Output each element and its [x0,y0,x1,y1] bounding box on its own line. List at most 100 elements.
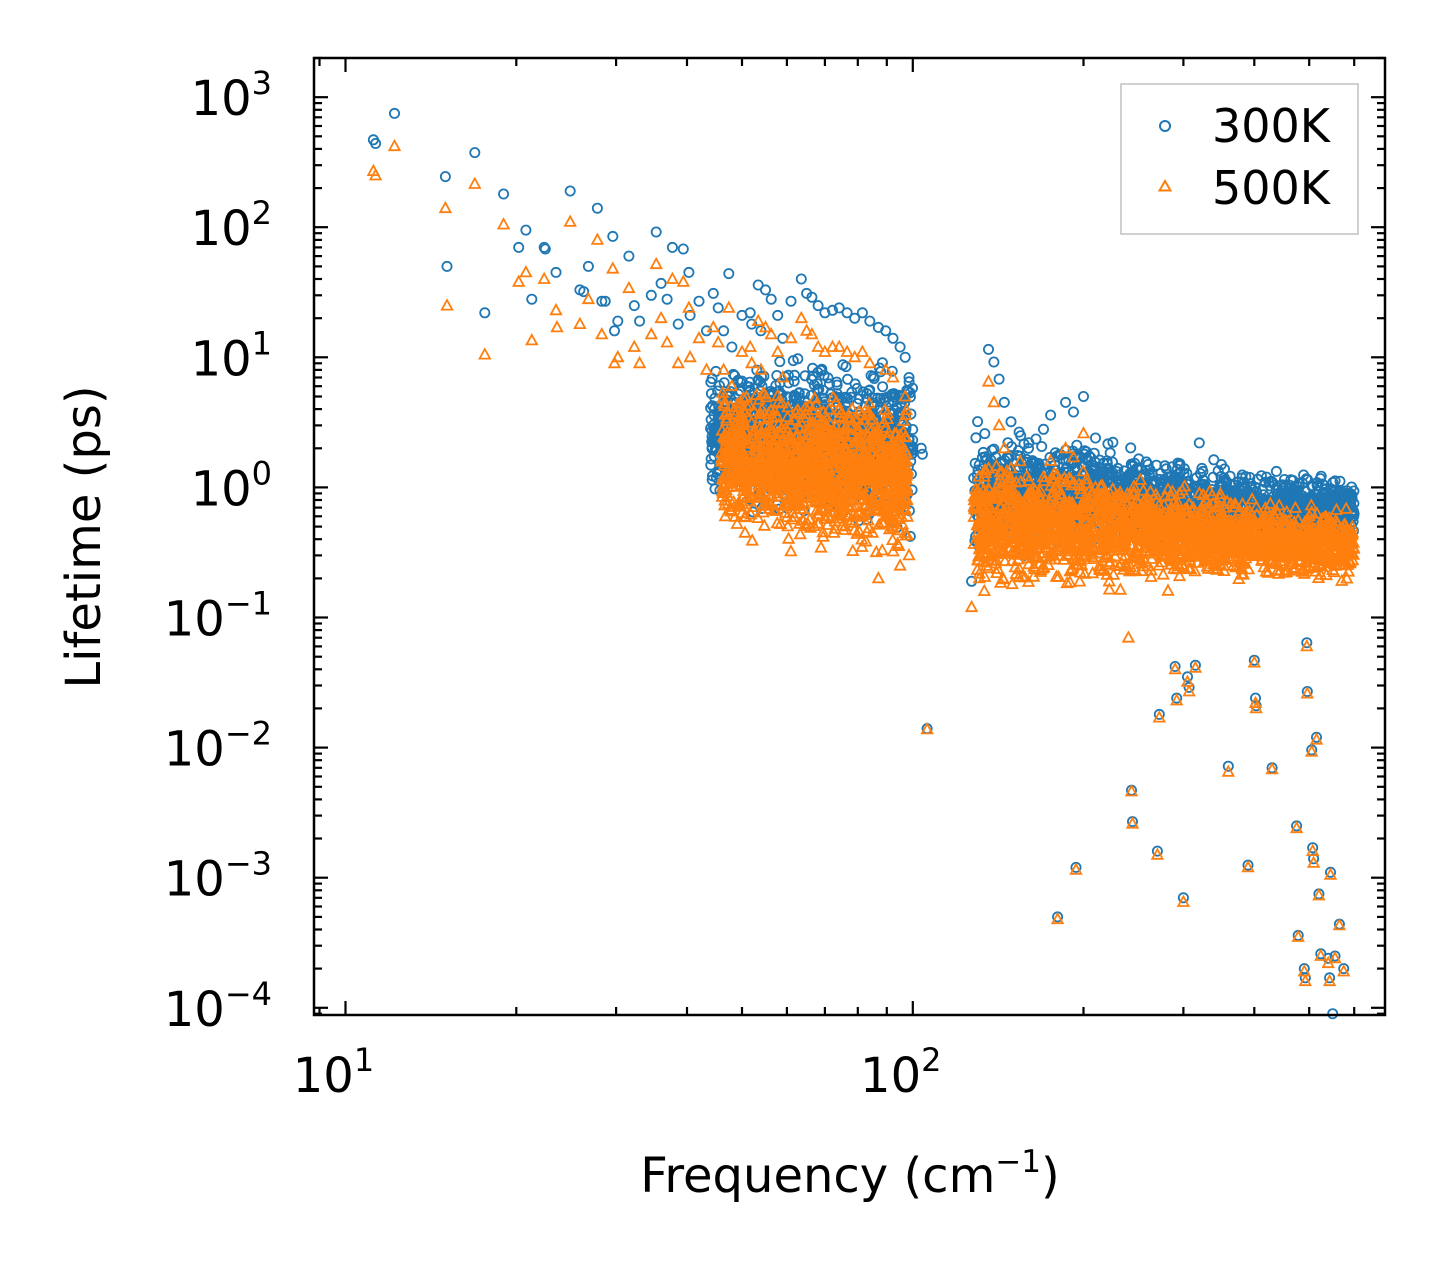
point-500k [861,513,875,526]
point-300k [1045,409,1057,421]
point-300k [1205,483,1217,495]
point-300k [840,361,852,373]
point-300k [1067,445,1079,457]
point-500k [886,451,901,465]
point-300k [709,426,721,438]
point-300k [887,332,899,344]
point-300k [1116,475,1128,487]
point-500k [800,516,815,529]
point-300k [1178,468,1190,480]
point-300k [968,472,980,484]
point-300k [1338,963,1350,975]
point-500k [744,507,758,520]
point-500k [861,435,876,448]
point-500k [792,498,806,511]
point-500k [820,517,835,530]
point-300k [1215,458,1227,470]
point-500k [867,501,881,514]
point-300k [550,266,562,278]
point-500k [785,506,800,519]
point-500k [746,499,761,513]
point-300k [596,295,608,307]
point-300k [1080,452,1092,464]
point-500k [751,488,765,501]
point-300k [513,241,525,253]
point-300k [599,295,611,307]
point-500k [850,421,865,434]
point-300k [865,370,877,382]
point-500k [770,388,785,401]
point-300k [1182,671,1194,683]
point-300k [868,372,880,384]
point-500k [900,493,914,506]
point-300k [693,295,705,307]
point-300k [526,293,538,305]
point-300k [976,451,988,463]
point-300k [760,284,772,296]
point-300k [878,392,890,404]
point-500k [879,507,893,520]
point-500k [715,385,730,398]
point-500k [739,477,754,490]
point-500k [869,468,883,481]
point-500k [828,499,843,513]
point-500k [847,522,862,536]
point-500k [880,406,895,419]
point-300k [705,402,717,414]
point-300k [1161,480,1173,492]
point-500k [839,421,853,434]
point-300k [794,392,806,404]
point-300k [1132,464,1144,476]
point-300k [880,325,892,337]
point-500k [857,449,872,462]
point-300k [1252,473,1264,485]
point-500k [860,524,874,537]
point-300k [849,312,861,324]
point-500k [816,404,831,418]
point-300k [388,107,400,119]
point-300k [903,371,915,383]
point-500k [889,474,903,487]
point-300k [894,341,906,353]
point-500k [846,543,860,556]
point-500k [775,396,789,409]
point-500k [780,492,794,505]
point-500k [896,424,911,438]
point-300k [539,243,551,255]
point-300k [469,147,481,159]
point-500k [770,489,785,502]
point-300k [1208,454,1220,466]
point-500k [793,471,807,484]
point-500k [742,431,757,445]
point-500k [770,516,784,529]
point-500k [825,441,840,454]
point-500k [859,462,873,475]
point-300k [916,448,928,460]
point-300k [1324,499,1336,511]
point-500k [719,482,733,496]
point-500k [730,516,744,529]
point-500k [736,390,751,403]
point-300k [1165,471,1177,483]
point-500k [861,403,875,417]
point-500k [780,409,795,423]
point-500k [830,511,845,524]
point-500k [807,472,822,485]
point-300k [1339,500,1351,512]
point-300k [819,307,831,319]
point-500k [738,466,753,479]
point-500k [883,472,898,485]
point-300k [1191,472,1203,484]
point-500k [814,471,828,485]
point-500k [801,431,816,444]
point-300k [1327,1008,1339,1020]
point-500k [802,462,816,475]
point-300k [886,365,898,377]
point-500k [793,526,807,540]
point-500k [834,466,849,479]
point-300k [370,137,382,149]
point-300k [774,356,786,368]
point-500k [814,449,829,462]
point-300k [1146,468,1158,480]
point-300k [1169,661,1181,673]
